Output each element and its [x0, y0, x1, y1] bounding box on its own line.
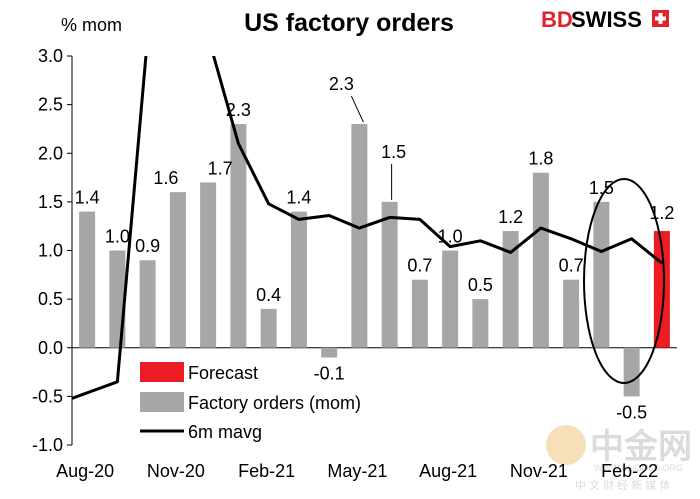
data-label: 1.0	[105, 227, 130, 247]
bar-factory-orders	[502, 231, 519, 348]
bar-factory-orders	[321, 347, 338, 358]
bar-factory-orders	[593, 201, 610, 348]
legend-label-factory-orders: Factory orders (mom)	[188, 393, 361, 413]
bdswiss-logo: BD SWISS	[541, 7, 669, 32]
data-label: 1.4	[286, 188, 311, 208]
data-label: 1.0	[438, 227, 463, 247]
watermark-cn-text: 中金网	[590, 427, 692, 466]
y-tick-label: 1.0	[38, 241, 63, 261]
bar-factory-orders	[290, 211, 307, 348]
legend-swatch-factory-orders	[140, 392, 184, 412]
y-tick-label: 0.5	[38, 289, 63, 309]
data-label: 2.3	[329, 74, 354, 94]
legend-label-forecast: Forecast	[188, 363, 258, 383]
bar-factory-orders	[139, 260, 156, 348]
x-tick-label: Aug-21	[419, 461, 477, 481]
leader-line	[350, 95, 364, 123]
watermark: 中金网 WWW.CNGOLD.ORG 中 文 财 经 新 媒 体	[546, 425, 692, 492]
watermark-url: WWW.CNGOLD.ORG	[594, 463, 683, 473]
bar-factory-orders	[563, 279, 580, 348]
x-tick-label: Nov-20	[147, 461, 205, 481]
bar-factory-orders	[351, 124, 368, 348]
y-tick-label: -0.5	[32, 386, 63, 406]
data-label: 0.4	[256, 285, 281, 305]
bar-factory-orders	[411, 279, 428, 348]
y-tick-label: 1.5	[38, 192, 63, 212]
data-label: 1.2	[498, 207, 523, 227]
swiss-cross-icon	[652, 10, 669, 27]
bars	[79, 124, 670, 397]
bar-factory-orders	[472, 299, 489, 348]
x-tick-label: May-21	[327, 461, 387, 481]
bar-factory-orders	[169, 192, 186, 348]
y-tick-label: 0.0	[38, 338, 63, 358]
logo-bd-text: BD	[541, 7, 573, 32]
data-labels: 1.41.0 0.91.6 1.72.30.41.4-0.12.31.50.71.0…	[75, 74, 675, 422]
data-label: -0.5	[616, 402, 647, 422]
y-tick-label: 2.0	[38, 143, 63, 163]
x-tick-label: Feb-22	[601, 461, 658, 481]
x-tick-label: Aug-20	[56, 461, 114, 481]
bar-factory-orders	[200, 182, 217, 348]
legend-swatch-forecast	[140, 362, 184, 382]
data-label: 1.5	[589, 178, 614, 198]
bar-factory-orders	[623, 347, 640, 397]
y-tick-label: -1.0	[32, 435, 63, 455]
chart-title: US factory orders	[244, 9, 454, 37]
forecast-highlight-ellipse	[583, 178, 665, 384]
data-label: 1.5	[381, 142, 406, 162]
y-unit-label: % mom	[61, 15, 122, 35]
line-series	[72, 56, 663, 400]
data-label: 1.6	[153, 168, 178, 188]
data-label: 1.7	[208, 158, 233, 178]
logo-swiss-text: SWISS	[571, 7, 642, 32]
data-label: 2.3	[226, 100, 251, 120]
bar-factory-orders	[230, 124, 247, 348]
bar-factory-orders	[260, 308, 277, 348]
data-label: 0.7	[559, 256, 584, 276]
y-tick-label: 2.5	[38, 95, 63, 115]
data-label: 1.4	[75, 188, 100, 208]
data-label: 0.9	[135, 236, 160, 256]
data-label: 0.5	[468, 275, 493, 295]
line-6m-mavg	[72, 56, 663, 400]
legend-label-6m-mavg: 6m mavg	[188, 422, 262, 442]
watermark-coin-icon	[546, 425, 586, 465]
data-label: 0.7	[407, 256, 432, 276]
x-tick-label: Nov-21	[510, 461, 568, 481]
bar-factory-orders	[442, 250, 459, 348]
x-tick-label: Feb-21	[238, 461, 295, 481]
bar-factory-orders	[381, 201, 398, 348]
data-label: -0.1	[314, 363, 345, 383]
bar-factory-orders	[532, 172, 549, 348]
axes: 3.0 2.5 2.0 1.5 1.0 0.5 0.0 -0.5 -1.0 Aug-20 Nov-2…	[32, 46, 677, 481]
data-label: 1.8	[528, 149, 553, 169]
bar-factory-orders	[79, 211, 96, 348]
watermark-sub-text: 中 文 财 经 新 媒 体	[575, 478, 670, 492]
y-tick-label: 3.0	[38, 46, 63, 66]
legend: Forecast Factory orders (mom) 6m mavg	[140, 362, 361, 442]
